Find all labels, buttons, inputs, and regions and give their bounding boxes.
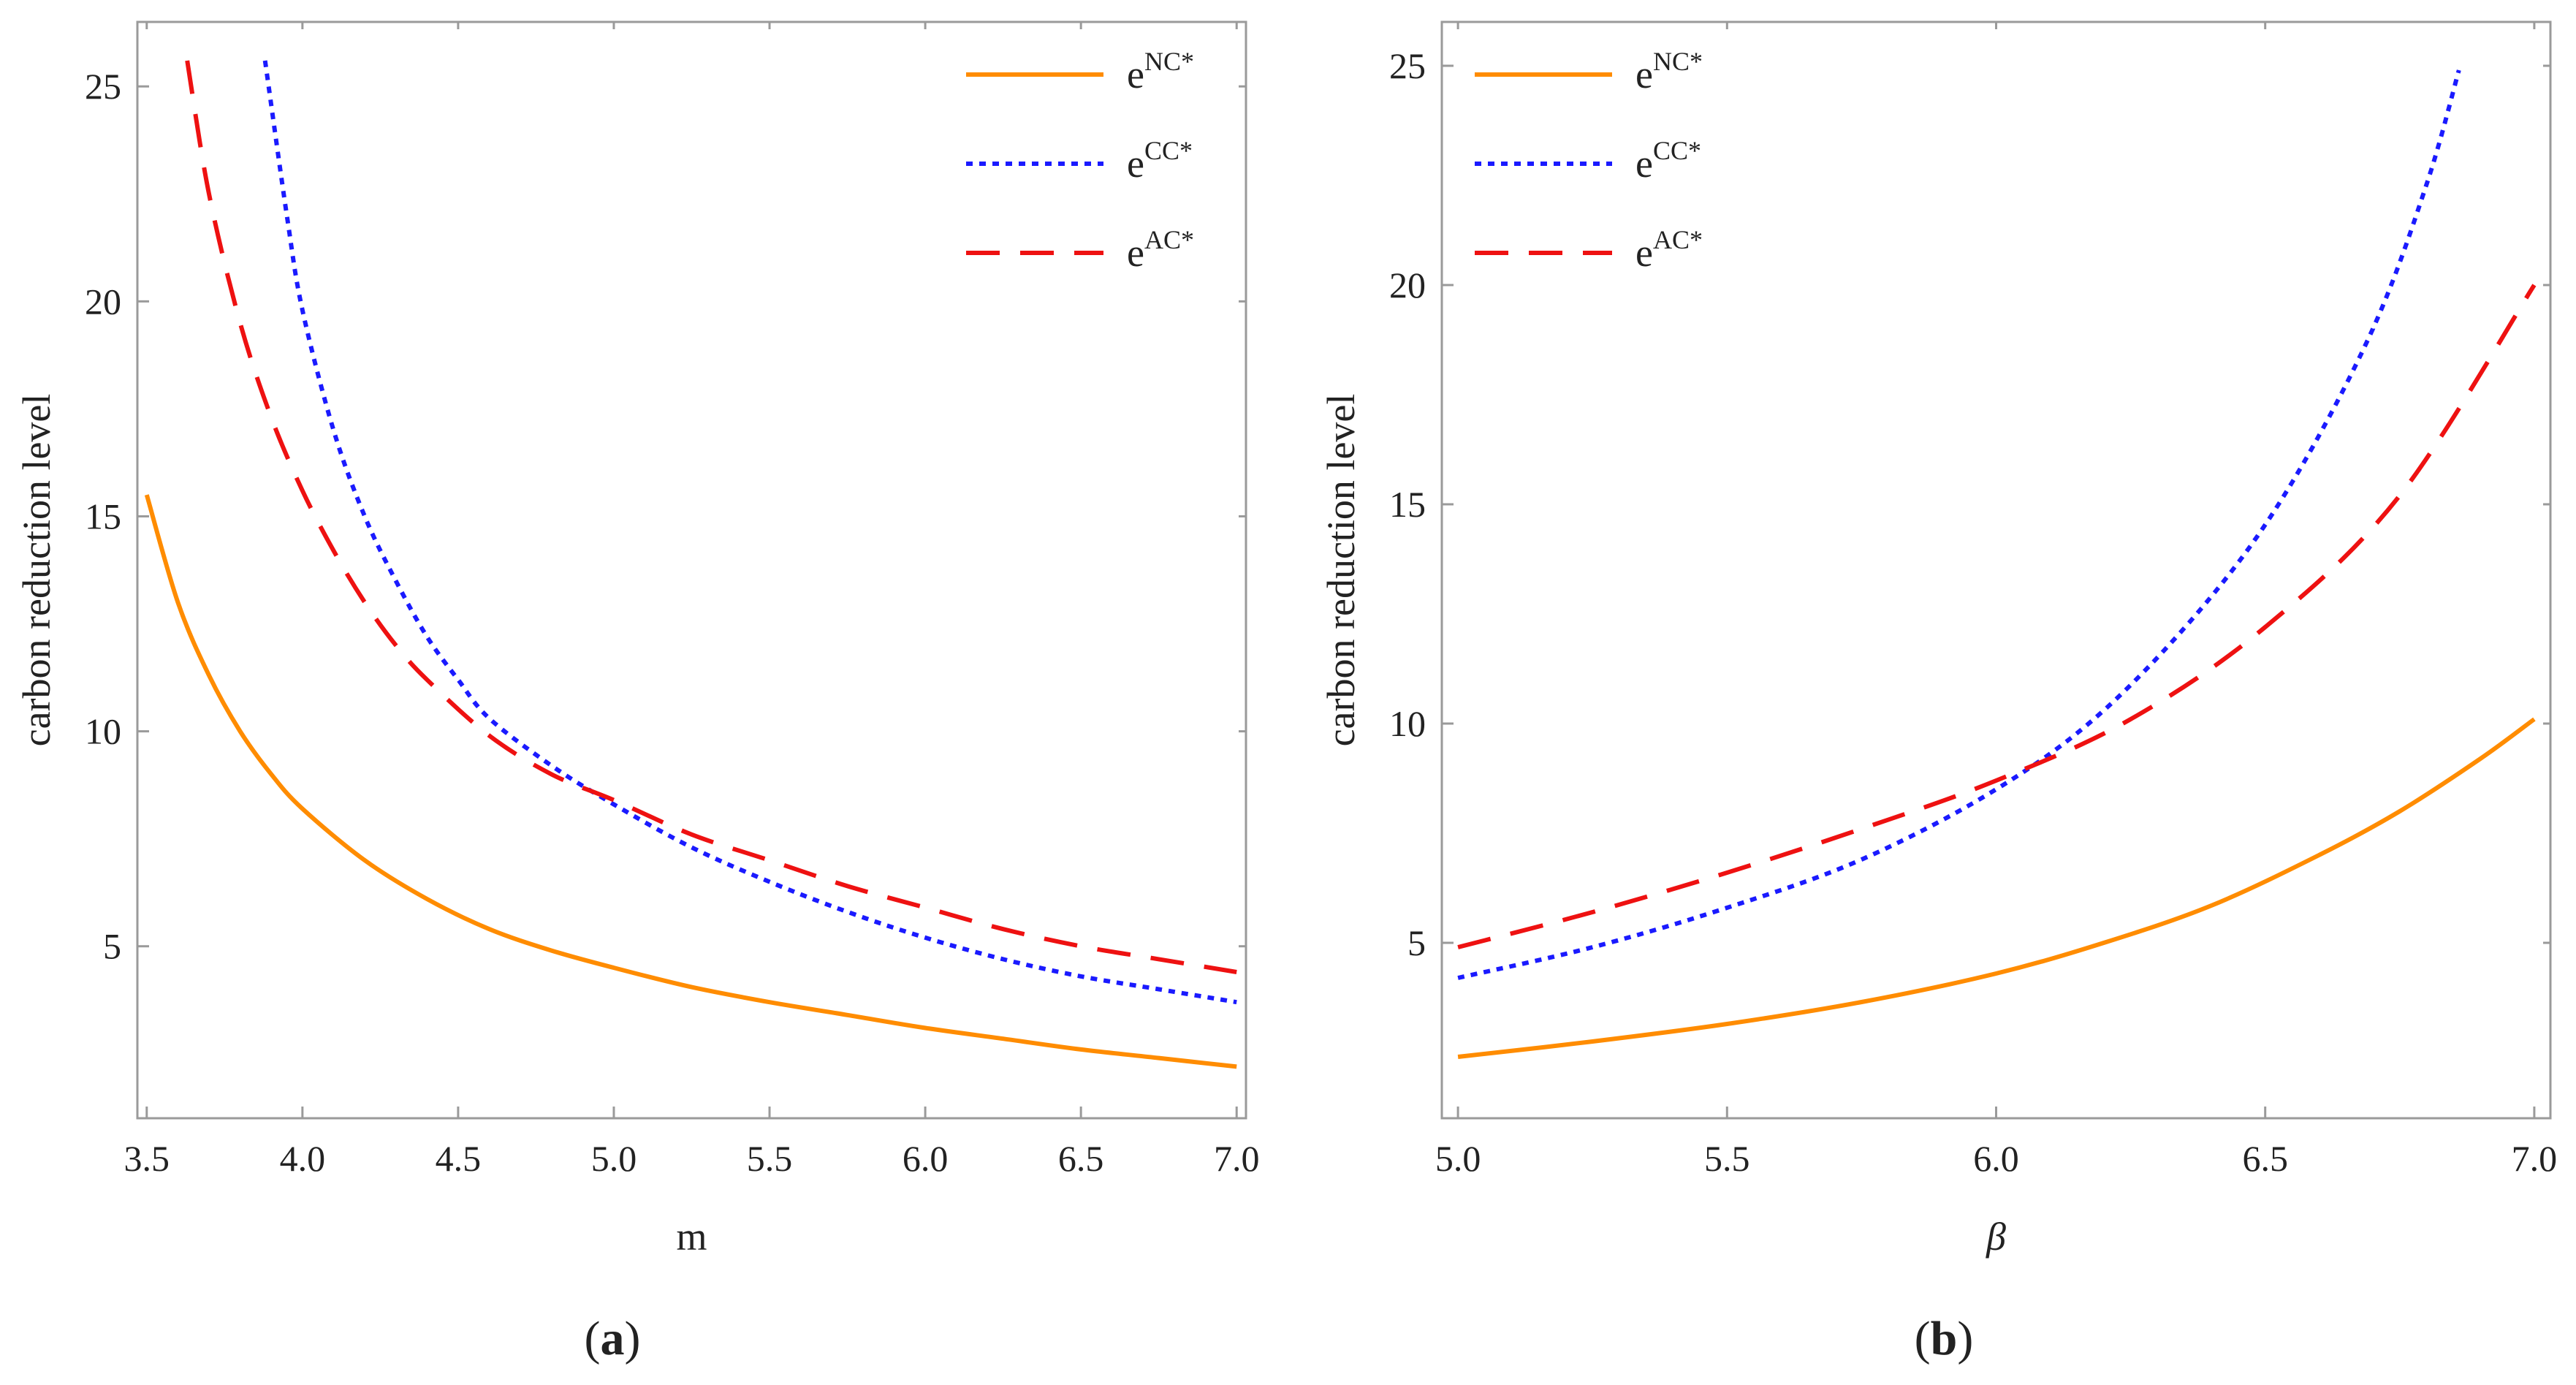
x-tick-label: 6.0 xyxy=(903,1138,949,1179)
series-line-nc xyxy=(1457,717,2536,1059)
legend-label-nc: eNC* xyxy=(1127,47,1194,96)
x-tick-label: 5.0 xyxy=(591,1138,637,1179)
caption-b-label: b xyxy=(1931,1312,1958,1365)
x-tick-label: 6.0 xyxy=(1973,1138,2019,1179)
series-line-ac xyxy=(1457,284,2537,949)
caption-a-close: ) xyxy=(625,1312,641,1365)
series-line-ac xyxy=(185,60,1237,974)
legend-label-cc: eCC* xyxy=(1127,136,1193,186)
x-tick-label: 3.5 xyxy=(124,1138,170,1179)
x-tick-label: 4.5 xyxy=(436,1138,482,1179)
x-tick-label: 5.5 xyxy=(747,1138,793,1179)
caption-a: (a) xyxy=(585,1312,641,1365)
y-tick-label: 5 xyxy=(1407,922,1426,963)
x-tick-label: 4.0 xyxy=(280,1138,326,1179)
y-tick-label: 10 xyxy=(1389,703,1426,744)
chart-panel-a: 3.5 4.0 4.5 5.0 5.5 6.0 6.5 7.0 5 10 15 20 25 m carbon… xyxy=(15,20,1260,1259)
y-tick-label: 25 xyxy=(85,66,121,107)
x-tick-label: 7.0 xyxy=(2512,1138,2558,1179)
y-axis-label: carbon reduction level xyxy=(15,394,58,747)
caption-b-open: ( xyxy=(1915,1312,1931,1365)
plot-frame xyxy=(136,20,1247,1120)
y-tick-label: 20 xyxy=(1389,265,1426,306)
y-tick-label: 20 xyxy=(85,281,121,322)
legend-label-cc: eCC* xyxy=(1635,136,1701,186)
plot-frame xyxy=(1440,20,2552,1120)
y-tick-label: 15 xyxy=(1389,484,1426,525)
x-tick-label: 6.5 xyxy=(1058,1138,1104,1179)
x-axis-label: m xyxy=(676,1215,707,1259)
series-line-cc xyxy=(262,60,1237,1005)
series-line-cc xyxy=(1457,69,2461,980)
y-tick-label: 5 xyxy=(103,926,121,967)
chart-panel-b: 5.0 5.5 6.0 6.5 7.0 5 10 15 20 25 β carbon reductio… xyxy=(1319,20,2558,1259)
y-tick-label: 10 xyxy=(85,711,121,752)
y-tick-label: 15 xyxy=(85,496,121,536)
x-axis-label: β xyxy=(1986,1215,2006,1259)
series-line-nc xyxy=(144,494,1237,1069)
legend-label-ac: eAC* xyxy=(1127,225,1194,275)
y-tick-label: 25 xyxy=(1389,45,1426,86)
caption-a-label: a xyxy=(601,1312,625,1365)
y-axis-label: carbon reduction level xyxy=(1319,394,1363,747)
x-tick-label: 6.5 xyxy=(2242,1138,2288,1179)
caption-b: (b) xyxy=(1915,1312,1974,1365)
legend-label-ac: eAC* xyxy=(1635,225,1703,275)
x-tick-label: 7.0 xyxy=(1214,1138,1260,1179)
caption-a-open: ( xyxy=(585,1312,601,1365)
x-tick-label: 5.0 xyxy=(1435,1138,1481,1179)
caption-b-close: ) xyxy=(1957,1312,1973,1365)
x-tick-label: 5.5 xyxy=(1704,1138,1750,1179)
legend-label-nc: eNC* xyxy=(1635,47,1703,96)
